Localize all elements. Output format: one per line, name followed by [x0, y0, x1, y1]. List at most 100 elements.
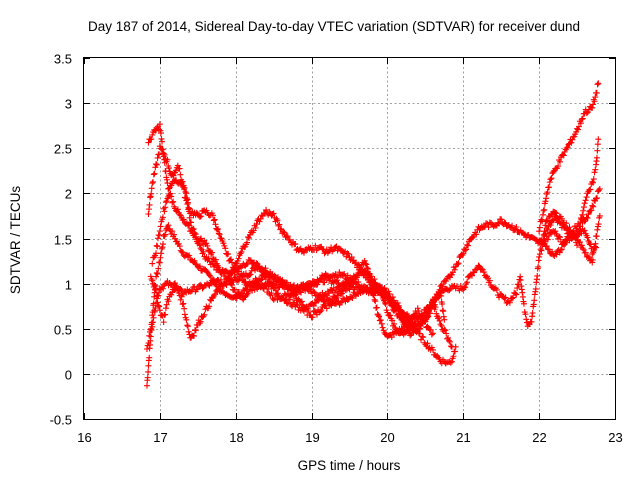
data-point [149, 323, 156, 330]
data-point [192, 234, 199, 241]
data-point [171, 231, 178, 238]
data-point [344, 250, 351, 257]
data-point [436, 317, 443, 324]
data-point [408, 317, 415, 324]
data-point [181, 184, 188, 191]
x-tick-label: 21 [456, 430, 470, 445]
data-point [539, 217, 546, 224]
data-point [543, 195, 550, 202]
data-point [160, 319, 167, 326]
data-point [584, 234, 591, 241]
data-point [146, 354, 153, 361]
data-point [552, 228, 559, 235]
data-point [286, 296, 293, 303]
data-point [241, 279, 248, 286]
data-point [235, 289, 242, 296]
data-point [405, 324, 412, 331]
data-point [149, 319, 156, 326]
data-point [422, 318, 429, 325]
data-point [158, 218, 165, 225]
data-point [539, 211, 546, 218]
data-point [181, 305, 188, 312]
data-point [190, 332, 197, 339]
data-point [252, 224, 259, 231]
data-point [291, 282, 298, 289]
data-point [194, 286, 201, 293]
data-point [298, 298, 305, 305]
data-point [162, 305, 169, 312]
data-point [391, 320, 398, 327]
data-point [169, 178, 176, 185]
data-point [157, 254, 164, 261]
data-point [414, 305, 421, 312]
data-point [357, 266, 364, 273]
data-point [175, 289, 182, 296]
data-point [329, 297, 336, 304]
data-point [186, 331, 193, 338]
y-tick-label: 2.5 [54, 142, 72, 157]
data-point [541, 206, 548, 213]
data-point [531, 297, 538, 304]
data-point [377, 317, 384, 324]
data-point [281, 229, 288, 236]
data-point [256, 218, 263, 225]
data-point [528, 318, 535, 325]
data-point [387, 312, 394, 319]
data-point [274, 217, 281, 224]
data-point [509, 295, 516, 302]
data-point [382, 301, 389, 308]
data-point [154, 243, 161, 250]
data-point [395, 302, 402, 309]
data-point [207, 273, 214, 280]
data-point [579, 115, 586, 122]
data-point [373, 304, 380, 311]
data-point [461, 284, 468, 291]
data-point [148, 327, 155, 334]
data-point [593, 154, 600, 161]
series-track-6 [149, 162, 436, 338]
data-point [341, 286, 348, 293]
data-point [574, 242, 581, 249]
data-point [209, 212, 216, 219]
data-point [199, 285, 206, 292]
data-point [179, 178, 186, 185]
data-point [161, 159, 168, 166]
data-point [407, 332, 414, 339]
data-point [191, 229, 198, 236]
data-point [579, 211, 586, 218]
data-point [454, 261, 461, 268]
data-point [153, 161, 160, 168]
data-point [542, 198, 549, 205]
data-point [548, 175, 555, 182]
data-point [149, 260, 156, 267]
data-point [218, 235, 225, 242]
data-point [318, 307, 325, 314]
data-point [337, 299, 344, 306]
data-point [513, 291, 520, 298]
x-tick-label: 23 [608, 430, 622, 445]
data-point [596, 185, 603, 192]
data-point [154, 270, 161, 277]
data-point [159, 214, 166, 221]
data-point [465, 242, 472, 249]
data-point [156, 259, 163, 266]
data-point [284, 300, 291, 307]
data-point [537, 246, 544, 253]
data-point [445, 334, 452, 341]
data-point [198, 213, 205, 220]
data-point [462, 247, 469, 254]
data-point [155, 265, 162, 272]
data-point [165, 192, 172, 199]
data-point [296, 288, 303, 295]
data-point [548, 211, 555, 218]
data-point [536, 253, 543, 260]
data-point [214, 226, 221, 233]
data-point [188, 219, 195, 226]
data-point [549, 248, 556, 255]
data-point [328, 298, 335, 305]
data-point [442, 327, 449, 334]
data-point [217, 276, 224, 283]
data-point [457, 283, 464, 290]
chart-title: Day 187 of 2014, Sidereal Day-to-day VTE… [88, 19, 580, 34]
data-point [272, 279, 279, 286]
